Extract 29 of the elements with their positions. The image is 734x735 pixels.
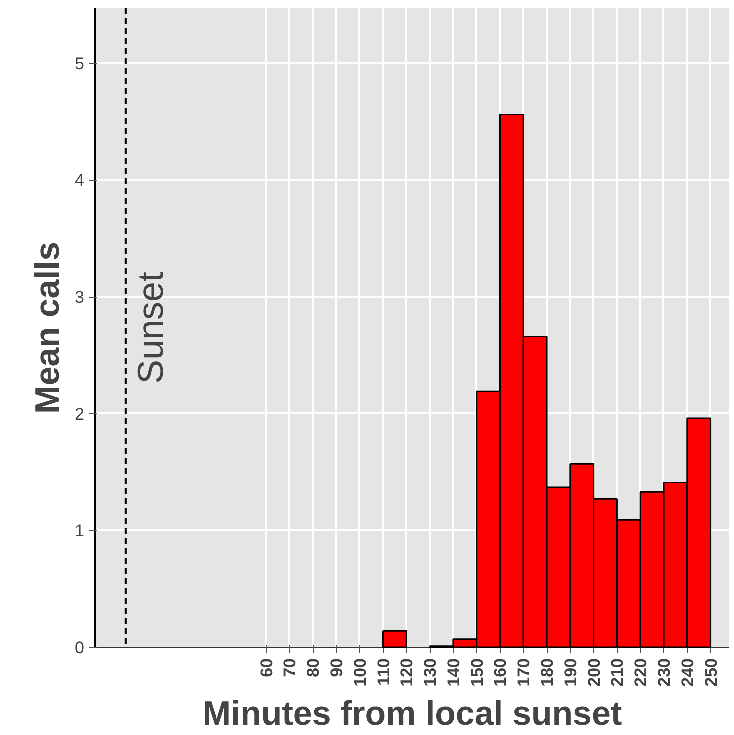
- x-tick-label: 210: [608, 658, 628, 687]
- x-tick-label: 60: [257, 658, 276, 678]
- y-tick-label: 0: [75, 638, 85, 658]
- x-tick-label: 110: [374, 658, 394, 686]
- y-tick-label: 1: [75, 522, 85, 541]
- x-tick-label: 220: [632, 658, 651, 687]
- x-tick-label: 90: [327, 658, 346, 678]
- y-tick-label: 2: [75, 404, 85, 424]
- y-tick-label: 3: [75, 288, 85, 308]
- y-axis-title: Mean calls: [29, 242, 68, 414]
- x-tick-label: 70: [280, 658, 300, 678]
- y-tick-label: 4: [75, 171, 85, 190]
- x-tick-label: 190: [561, 658, 580, 687]
- x-tick-label: 130: [421, 658, 440, 687]
- x-tick-label: 200: [584, 658, 604, 687]
- x-tick-label: 120: [398, 658, 417, 687]
- ref-line-label: Sunset: [130, 272, 171, 384]
- x-axis-title: Minutes from local sunset: [202, 694, 622, 733]
- x-tick-label: 240: [678, 658, 698, 687]
- x-tick-label: 230: [654, 658, 674, 687]
- x-tick-label: 180: [538, 658, 558, 687]
- x-tick-label: 80: [304, 658, 324, 678]
- x-tick-label: 150: [468, 658, 487, 687]
- y-tick-label: 5: [75, 54, 85, 74]
- x-tick-label: 170: [514, 658, 534, 687]
- x-tick-label: 140: [444, 658, 464, 687]
- x-tick-label: 100: [350, 658, 370, 687]
- x-tick-label: 160: [491, 658, 510, 687]
- x-tick-label: 250: [702, 658, 721, 687]
